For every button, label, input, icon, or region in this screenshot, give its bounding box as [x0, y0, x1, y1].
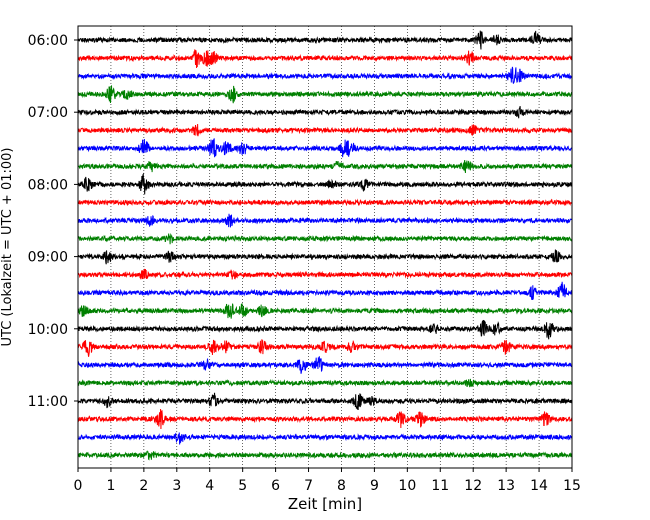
- x-tick-label: 5: [238, 478, 247, 494]
- y-axis: 06:00 07:00 08:00 09:00 10:00 11:00: [28, 33, 78, 410]
- y-tick-label: 11:00: [28, 394, 68, 410]
- trace-0945: [77, 303, 573, 319]
- trace-0630: [77, 66, 573, 84]
- y-tick-label: 06:00: [28, 33, 68, 49]
- trace-0730: [77, 138, 573, 158]
- trace-0615: [77, 49, 573, 68]
- y-tick-label: 07:00: [28, 105, 68, 121]
- x-tick-label: 6: [271, 478, 280, 494]
- x-tick-label: 10: [398, 478, 416, 494]
- trace-1130: [77, 432, 573, 445]
- x-axis: 0 1 2 3 4 5 6 7 8 9 10 11 12 13 14 15: [74, 468, 581, 494]
- x-tick-label: 7: [304, 478, 313, 494]
- y-tick-label: 09:00: [28, 250, 68, 266]
- trace-1115: [77, 409, 573, 429]
- y-axis-label: UTC (Lokalzeit = UTC + 01:00): [0, 148, 15, 347]
- x-tick-label: 15: [563, 478, 581, 494]
- x-tick-label: 1: [106, 478, 115, 494]
- trace-0815: [77, 198, 573, 207]
- x-tick-label: 2: [139, 478, 148, 494]
- trace-0700: [77, 106, 573, 119]
- plot-frame: [77, 25, 573, 469]
- trace-0745: [77, 159, 573, 173]
- trace-0645: [77, 85, 573, 104]
- trace-0830: [77, 213, 573, 228]
- x-tick-label: 8: [337, 478, 346, 494]
- trace-0715: [77, 123, 573, 137]
- y-tick-label: 10:00: [28, 322, 68, 338]
- trace-group: [77, 30, 573, 461]
- trace-1045: [77, 378, 573, 388]
- x-tick-label: 4: [205, 478, 214, 494]
- trace-1100: [77, 392, 573, 411]
- y-tick-label: 08:00: [28, 177, 68, 193]
- trace-0930: [77, 281, 573, 300]
- trace-1000: [77, 319, 573, 340]
- x-tick-label: 14: [530, 478, 548, 494]
- trace-0915: [77, 268, 573, 280]
- x-tick-label: 9: [370, 478, 379, 494]
- trace-0845: [77, 233, 573, 245]
- trace-1145: [77, 450, 573, 461]
- x-tick-label: 12: [464, 478, 482, 494]
- trace-0900: [77, 249, 573, 265]
- x-tick-label: 11: [431, 478, 449, 494]
- trace-1015: [77, 339, 573, 357]
- x-axis-label: Zeit [min]: [288, 495, 362, 513]
- trace-1030: [77, 356, 573, 374]
- x-tick-label: 0: [74, 478, 83, 494]
- trace-0600: [77, 30, 573, 50]
- x-tick-label: 13: [497, 478, 515, 494]
- trace-0800: [77, 172, 573, 195]
- x-tick-label: 3: [172, 478, 181, 494]
